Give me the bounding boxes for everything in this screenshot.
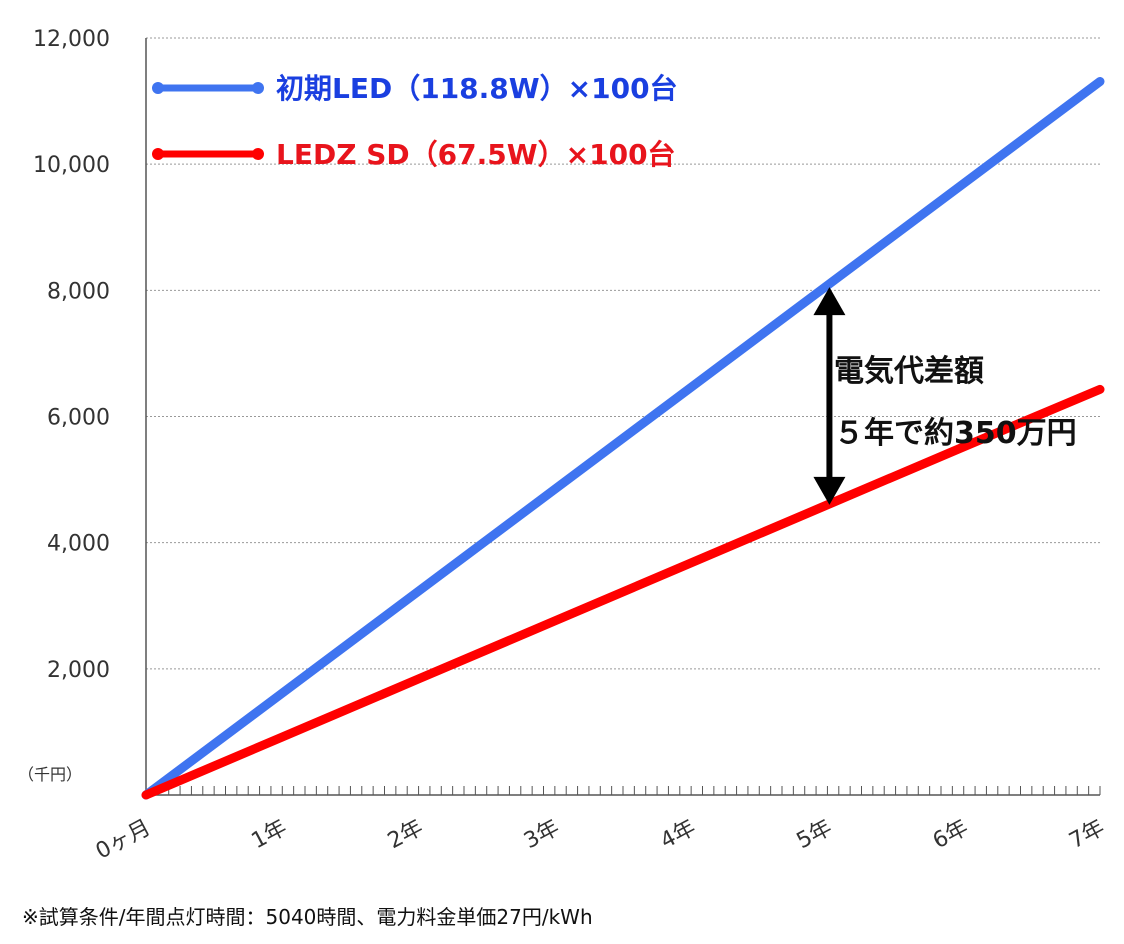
annotation-arrow-head-up: [813, 287, 846, 316]
legend-label: LEDZ SD（67.5W）×100台: [276, 138, 676, 171]
legend: 初期LED（118.8W）×100台 LEDZ SD（67.5W）×100台: [152, 72, 678, 171]
footnote: ※試算条件/年間点灯時間：5040時間、電力料金単価27円/kWh: [22, 905, 593, 929]
series-line: [141, 77, 1105, 800]
y-axis-tick-labels: 12,000 10,000 8,000 6,000 4,000 2,000: [33, 27, 110, 683]
y-tick-label: 4,000: [47, 532, 110, 557]
legend-label: 初期LED（118.8W）×100台: [276, 72, 678, 105]
x-tick-label: 1年: [248, 815, 292, 854]
annotation-line1: 電気代差額: [834, 354, 984, 389]
x-tick-label: 5年: [793, 815, 837, 854]
y-tick-label: 12,000: [33, 27, 110, 52]
x-tick-label: 6年: [929, 815, 973, 854]
y-tick-label: 10,000: [33, 153, 110, 178]
annotation-arrow-head-down: [813, 476, 846, 505]
axes: [145, 38, 1101, 796]
annotation-line2: ５年で約350万円: [834, 416, 1077, 451]
y-tick-label: 2,000: [47, 658, 110, 683]
x-tick-label: 2年: [384, 815, 428, 854]
y-tick-label: 8,000: [47, 279, 110, 304]
x-tick-label: 0ヶ月: [92, 815, 155, 864]
x-axis-tick-labels: 0ヶ月 1年 2年 3年 4年 5年 6年 7年: [92, 815, 1109, 864]
y-axis-unit-label: （千円）: [18, 765, 82, 784]
difference-annotation: 電気代差額 ５年で約350万円: [813, 287, 1077, 505]
legend-swatch-dot: [152, 148, 164, 160]
y-tick-label: 6,000: [47, 406, 110, 431]
grid-lines: [146, 37, 1100, 670]
x-tick-label: 7年: [1065, 815, 1109, 854]
x-tick-label: 4年: [656, 815, 700, 854]
series-lines: [141, 77, 1105, 800]
legend-swatch-dot: [152, 82, 164, 94]
legend-swatch-dot: [252, 148, 264, 160]
legend-swatch-dot: [252, 82, 264, 94]
x-tick-label: 3年: [520, 815, 564, 854]
series-line: [141, 384, 1105, 800]
